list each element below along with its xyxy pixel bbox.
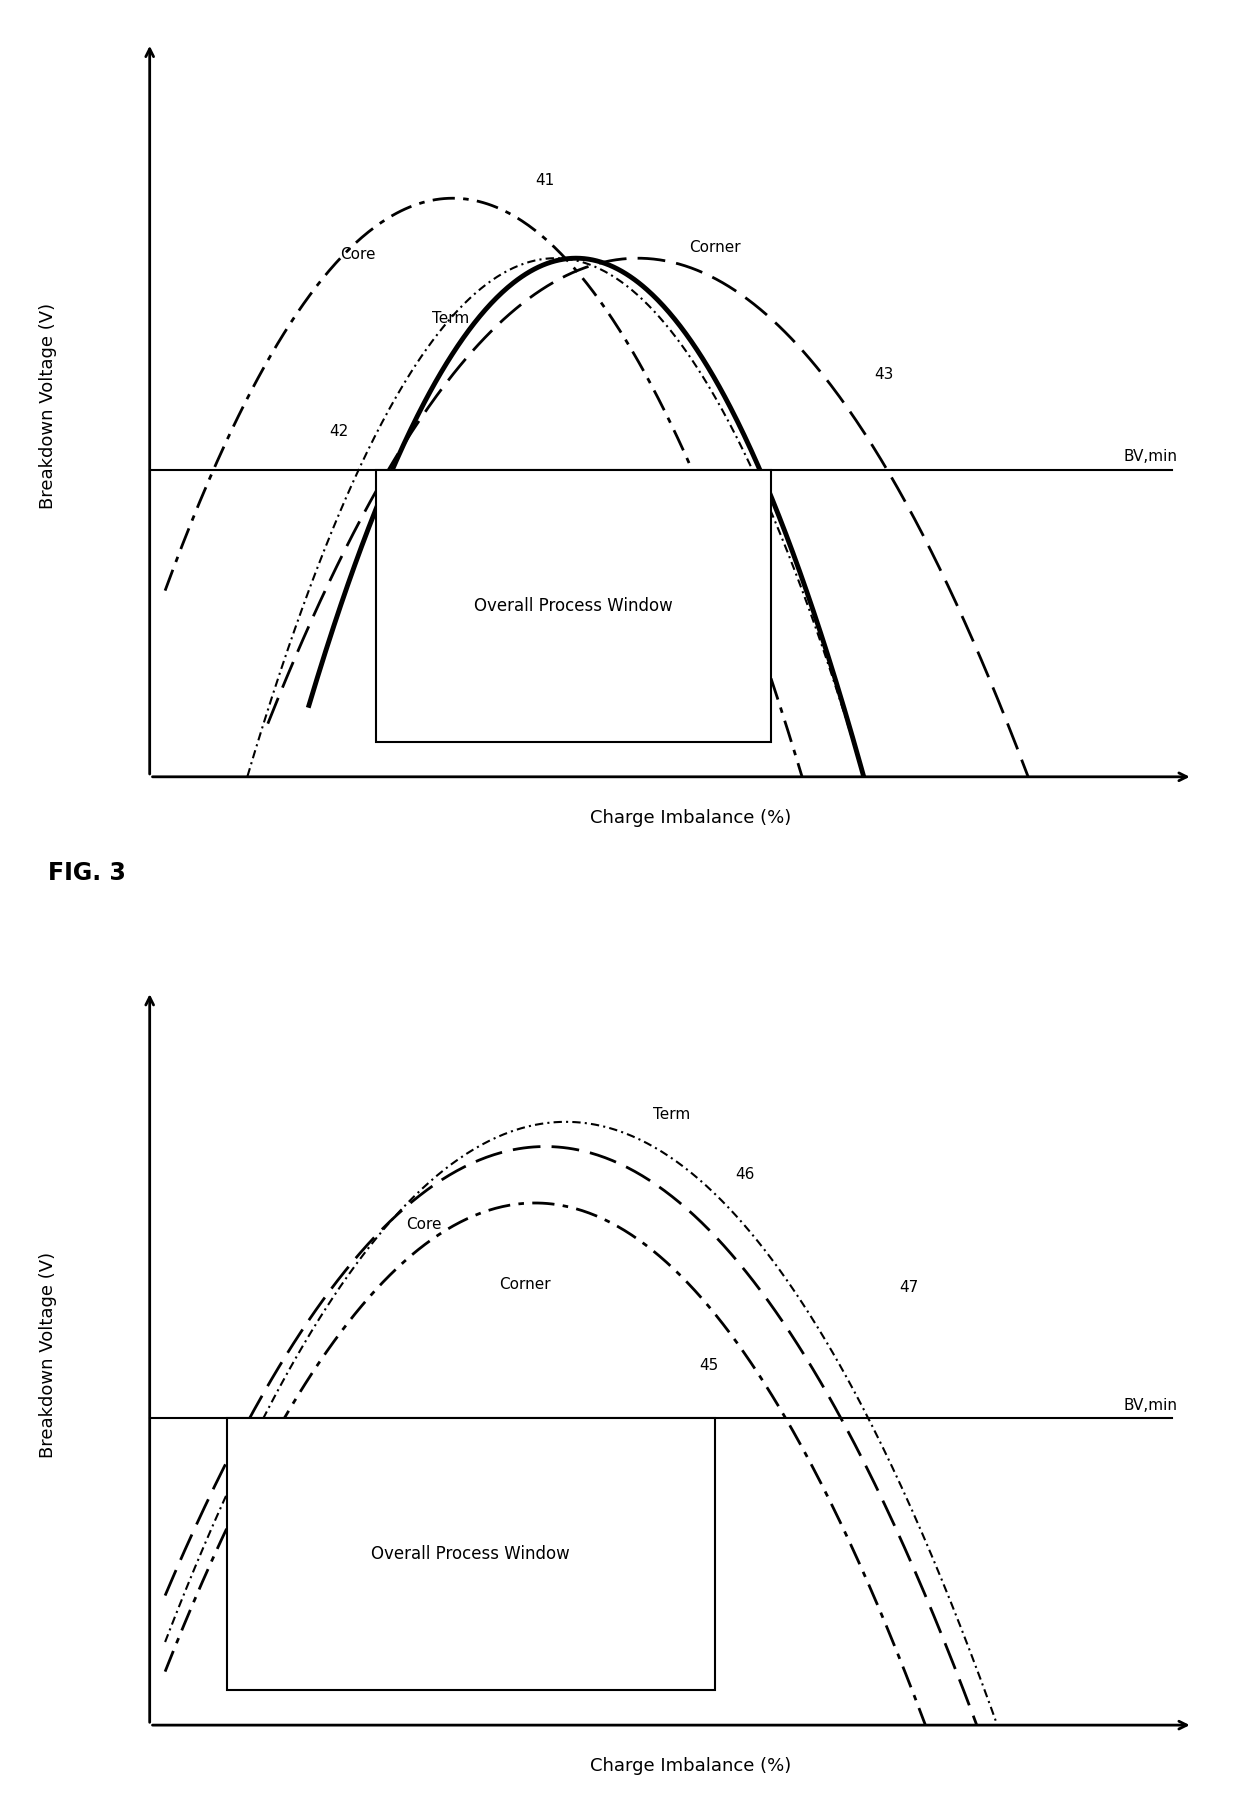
Text: 41: 41 — [534, 173, 554, 189]
Bar — [376, 469, 771, 742]
Text: Breakdown Voltage (V): Breakdown Voltage (V) — [40, 1253, 57, 1457]
Text: Term: Term — [433, 311, 470, 325]
Text: FIG. 3: FIG. 3 — [48, 861, 126, 886]
Text: 42: 42 — [330, 424, 348, 438]
Text: Overall Process Window: Overall Process Window — [474, 597, 673, 615]
Text: Charge Imbalance (%): Charge Imbalance (%) — [590, 809, 791, 827]
Text: Corner: Corner — [689, 241, 740, 255]
Bar — [227, 1418, 714, 1689]
Text: Corner: Corner — [498, 1276, 551, 1292]
Text: Overall Process Window: Overall Process Window — [372, 1545, 570, 1563]
Text: Term: Term — [653, 1107, 691, 1123]
Text: Charge Imbalance (%): Charge Imbalance (%) — [590, 1757, 791, 1775]
Text: 47: 47 — [900, 1279, 919, 1296]
Text: 43: 43 — [874, 367, 893, 383]
Text: BV,min: BV,min — [1123, 449, 1177, 464]
Text: Core: Core — [407, 1217, 441, 1231]
Text: 46: 46 — [735, 1168, 755, 1182]
Text: BV,min: BV,min — [1123, 1398, 1177, 1412]
Text: Core: Core — [340, 248, 376, 262]
Text: 45: 45 — [699, 1359, 719, 1373]
Text: Breakdown Voltage (V): Breakdown Voltage (V) — [40, 304, 57, 509]
